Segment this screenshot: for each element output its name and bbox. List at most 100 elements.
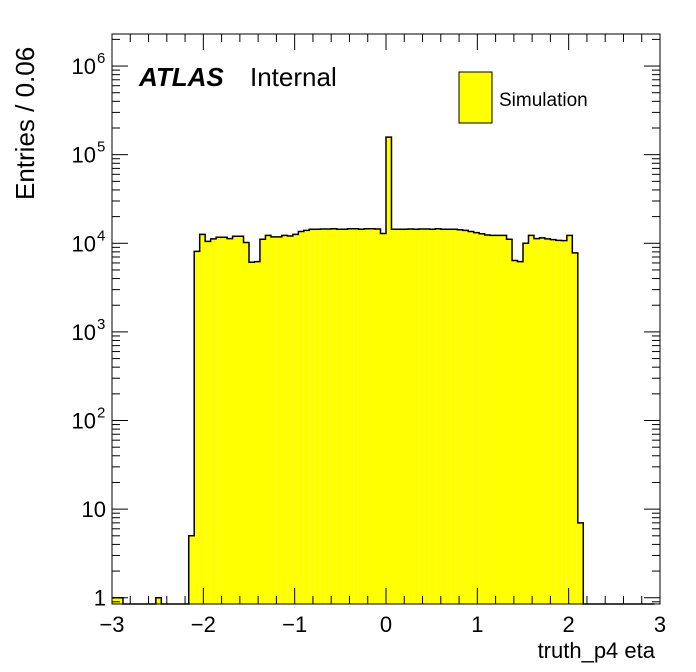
y-tick-label: 10 [72, 143, 96, 168]
histogram-bin [205, 241, 211, 604]
histogram-bin [325, 228, 332, 604]
histogram-bin [555, 240, 562, 605]
axis-ticks [111, 34, 661, 604]
histogram-bin [566, 235, 573, 604]
histogram-bin [533, 238, 540, 604]
histogram-bin [544, 238, 551, 604]
x-tick-label: 1 [471, 612, 483, 637]
x-tick-label: −2 [191, 612, 216, 637]
histogram-bin [391, 229, 397, 605]
x-tick-label: 3 [654, 612, 666, 637]
histogram-bin [435, 228, 441, 604]
y-tick-label: 10 [72, 320, 96, 345]
histogram-bin [429, 229, 436, 605]
histogram-bin [227, 238, 233, 604]
histogram-bin [501, 235, 507, 604]
histogram-bin [188, 535, 195, 604]
histogram-bin [473, 232, 480, 604]
histogram-bin [528, 235, 534, 604]
internal-label: Internal [250, 62, 337, 92]
histogram-bin [577, 522, 584, 604]
histogram-bin [413, 229, 419, 605]
histogram-bin [402, 229, 408, 605]
histogram-bin [495, 235, 502, 604]
histogram-bin [210, 238, 217, 604]
plot-frame [111, 33, 661, 605]
x-tick-label: −3 [99, 612, 124, 637]
histogram-bin [418, 228, 425, 604]
histogram-bin [407, 228, 414, 604]
histogram-bin [342, 229, 348, 605]
histogram-bin [364, 228, 370, 604]
y-tick-label: 10 [72, 231, 96, 256]
x-tick-label: 2 [563, 612, 575, 637]
histogram-bin [249, 262, 255, 604]
histogram-bin [572, 252, 578, 604]
histogram-bin [424, 228, 430, 604]
y-tick-exponent: 2 [97, 405, 105, 422]
histogram-bin [216, 237, 222, 604]
histogram-bin [243, 242, 249, 604]
y-tick-exponent: 4 [97, 227, 105, 244]
histogram-bin [517, 261, 523, 604]
histogram-bin [380, 233, 386, 605]
histogram-bin [232, 236, 239, 605]
y-tick-label: 10 [82, 497, 106, 522]
y-tick-label: 1 [94, 586, 106, 611]
histogram-bin [369, 228, 376, 604]
histogram-bin [457, 229, 463, 605]
histogram-bars [112, 136, 655, 605]
histogram-bin [451, 229, 458, 605]
legend-swatch [458, 71, 493, 124]
histogram-bin [347, 228, 354, 604]
histogram-bin [490, 235, 496, 604]
histogram-bin [320, 228, 326, 604]
histogram-bin [523, 243, 529, 605]
histogram-bin [331, 228, 337, 604]
histogram-bin [353, 228, 359, 604]
x-axis-label: truth_p4 eta [538, 638, 656, 663]
y-tick-label: 10 [72, 54, 96, 79]
histogram-bin [254, 261, 260, 604]
histogram-bin [281, 235, 288, 604]
histogram-bin [550, 239, 556, 605]
histogram-bin [314, 229, 321, 605]
histogram-bin [265, 235, 271, 604]
y-axis-label: Entries / 0.06 [10, 47, 40, 200]
histogram-bin [468, 231, 474, 604]
histogram-bin [484, 235, 491, 604]
legend-label: Simulation [499, 90, 588, 111]
histogram-bin [117, 597, 123, 604]
y-tick-exponent: 3 [97, 316, 105, 333]
histogram-bin [561, 240, 567, 604]
histogram-bin [259, 239, 266, 604]
y-tick-label: 10 [72, 409, 96, 434]
histogram-bin [287, 235, 293, 604]
legend: Simulation [458, 71, 588, 124]
histogram-bin [309, 229, 315, 605]
x-tick-label: 0 [380, 612, 392, 637]
histogram-bin [512, 260, 518, 604]
histogram-bin [375, 228, 381, 604]
histogram-bin [386, 137, 392, 605]
y-tick-exponent: 6 [97, 50, 105, 67]
histogram-bin [462, 230, 469, 605]
x-tick-label: −1 [282, 612, 307, 637]
y-tick-exponent: 5 [97, 139, 105, 156]
histogram-bin [506, 239, 513, 604]
histogram-bin [292, 234, 299, 604]
histogram-bin [194, 251, 200, 604]
histogram-bin [298, 231, 304, 604]
histogram-bin [446, 229, 452, 605]
histogram-bin [155, 597, 162, 604]
histogram-bin [199, 234, 206, 604]
x-tick-labels: −3 −2 −1 0 1 2 3 [99, 612, 666, 637]
histogram-bin [396, 229, 403, 605]
histogram-bin [303, 230, 310, 605]
histogram-bin [440, 229, 447, 605]
histogram-bin [479, 233, 485, 605]
histogram-bin [221, 237, 228, 604]
histogram-bin [276, 236, 282, 604]
